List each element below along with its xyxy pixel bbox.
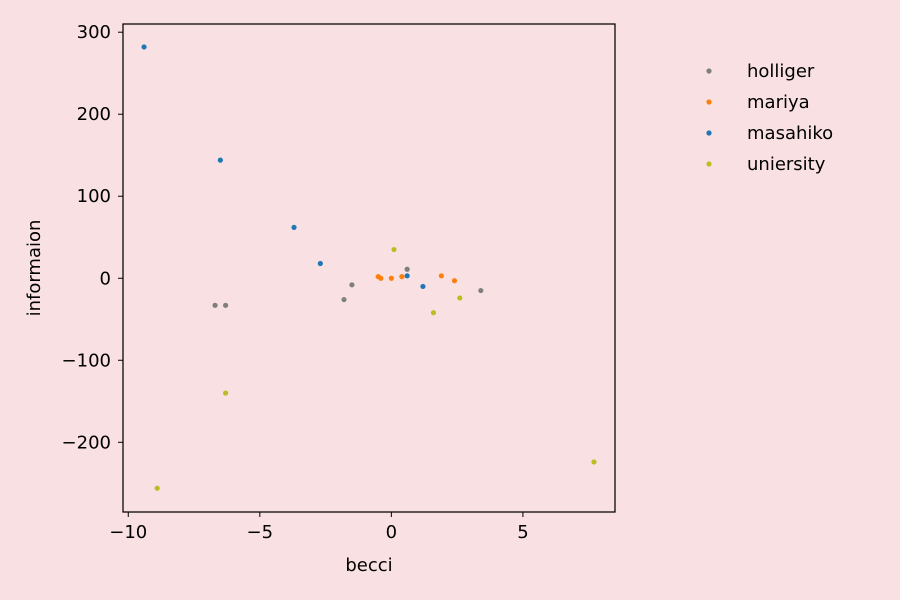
y-tick-label: −100 bbox=[62, 350, 111, 371]
data-point-masahiko-2 bbox=[291, 224, 297, 231]
legend-label-uniersity: uniersity bbox=[747, 154, 826, 175]
data-point-uniersity-1 bbox=[223, 390, 229, 396]
data-point-masahiko-3 bbox=[317, 260, 323, 267]
data-point-holliger-4 bbox=[404, 266, 410, 272]
y-tick-label: −200 bbox=[62, 432, 111, 453]
y-tick-label: 300 bbox=[77, 22, 111, 43]
data-point-mariya-2 bbox=[388, 275, 394, 281]
legend-label-masahiko: masahiko bbox=[747, 123, 833, 144]
legend-marker-masahiko bbox=[706, 130, 712, 136]
data-point-holliger-1 bbox=[223, 302, 229, 308]
data-point-uniersity-3 bbox=[430, 310, 437, 316]
legend-marker-holliger bbox=[706, 68, 712, 74]
y-axis: −200 −100 0 100 200 300 bbox=[62, 22, 123, 453]
data-points bbox=[141, 44, 597, 491]
legend-label-mariya: mariya bbox=[747, 92, 810, 113]
data-point-mariya-3 bbox=[399, 274, 405, 280]
legend-marker-mariya bbox=[706, 99, 712, 105]
legend-marker-uniersity bbox=[706, 161, 712, 167]
data-point-uniersity-2 bbox=[391, 246, 397, 253]
data-point-masahiko-0 bbox=[141, 44, 147, 50]
data-point-masahiko-4 bbox=[404, 273, 410, 279]
y-tick-label: 0 bbox=[100, 268, 111, 289]
plot-area bbox=[122, 23, 616, 513]
x-axis: −10 −5 0 5 bbox=[109, 512, 529, 543]
x-tick-label: 5 bbox=[517, 522, 528, 543]
data-point-mariya-5 bbox=[451, 278, 458, 284]
data-point-uniersity-5 bbox=[591, 459, 597, 465]
data-point-masahiko-5 bbox=[420, 283, 426, 290]
x-axis-label: becci bbox=[345, 555, 392, 576]
x-tick-label: 0 bbox=[386, 522, 397, 543]
data-point-holliger-5 bbox=[478, 287, 484, 294]
y-tick-label: 100 bbox=[77, 186, 111, 207]
data-point-holliger-2 bbox=[341, 296, 347, 303]
y-axis-label: informaion bbox=[24, 220, 45, 317]
legend: holliger mariya masahiko uniersity bbox=[706, 61, 833, 175]
data-point-mariya-1 bbox=[378, 275, 384, 281]
x-tick-label: −5 bbox=[247, 522, 274, 543]
data-point-mariya-4 bbox=[438, 273, 444, 279]
data-point-masahiko-1 bbox=[217, 157, 223, 163]
data-point-uniersity-4 bbox=[457, 295, 463, 301]
legend-label-holliger: holliger bbox=[747, 61, 815, 82]
data-point-holliger-0 bbox=[212, 302, 218, 308]
data-point-uniersity-0 bbox=[154, 485, 160, 491]
x-tick-label: −10 bbox=[109, 522, 147, 543]
y-tick-label: 200 bbox=[77, 104, 111, 125]
data-point-holliger-3 bbox=[349, 282, 355, 288]
